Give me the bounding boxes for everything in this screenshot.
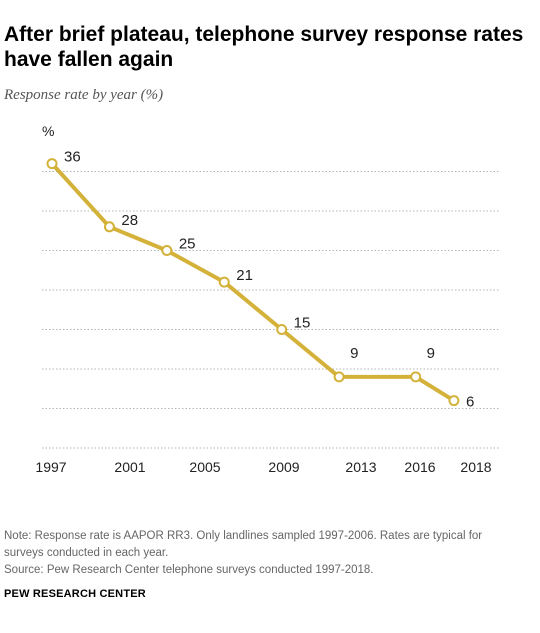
data-point [410, 371, 422, 383]
series-markers [46, 158, 460, 407]
data-point [218, 276, 230, 288]
data-label: 28 [121, 212, 138, 229]
chart-title: After brief plateau, telephone survey re… [4, 23, 524, 71]
data-point [448, 395, 460, 407]
data-label: 6 [466, 394, 474, 411]
chart-subtitle: Response rate by year (%) [4, 87, 164, 103]
y-unit-label: % [42, 123, 54, 139]
data-point [103, 221, 115, 233]
data-label: 21 [236, 267, 253, 284]
chart-note: Note: Response rate is AAPOR RR3. Only l… [4, 528, 534, 579]
note-line-1: Note: Response rate is AAPOR RR3. Only l… [4, 530, 483, 542]
x-tick-label: 2016 [404, 459, 435, 475]
x-tick-label: 2013 [345, 459, 376, 475]
data-point [46, 158, 58, 170]
data-point [161, 245, 173, 256]
data-label: 25 [179, 236, 196, 253]
x-tick-label: 2018 [460, 459, 491, 475]
gridlines [42, 171, 500, 449]
series-line [50, 161, 456, 403]
source-line: Source: Pew Research Center telephone su… [4, 564, 374, 576]
data-label: 9 [350, 345, 358, 362]
data-point [276, 324, 288, 335]
x-axis-ticks: 1997 2001 2005 2009 2013 2016 2018 [35, 459, 491, 475]
x-tick-label: 2009 [268, 459, 299, 475]
data-label: 9 [427, 345, 435, 362]
x-tick-label: 1997 [35, 459, 66, 475]
brand-footer: PEW RESEARCH CENTER [4, 588, 146, 600]
note-line-2: surveys conducted in each year. [4, 547, 169, 559]
x-tick-label: 2005 [189, 459, 220, 475]
data-point [333, 371, 345, 383]
data-label: 36 [64, 149, 81, 166]
data-label: 15 [294, 315, 311, 332]
data-labels: 36 28 25 21 15 9 9 6 [64, 149, 474, 411]
x-tick-label: 2001 [114, 459, 145, 475]
response-rate-line [50, 161, 456, 403]
